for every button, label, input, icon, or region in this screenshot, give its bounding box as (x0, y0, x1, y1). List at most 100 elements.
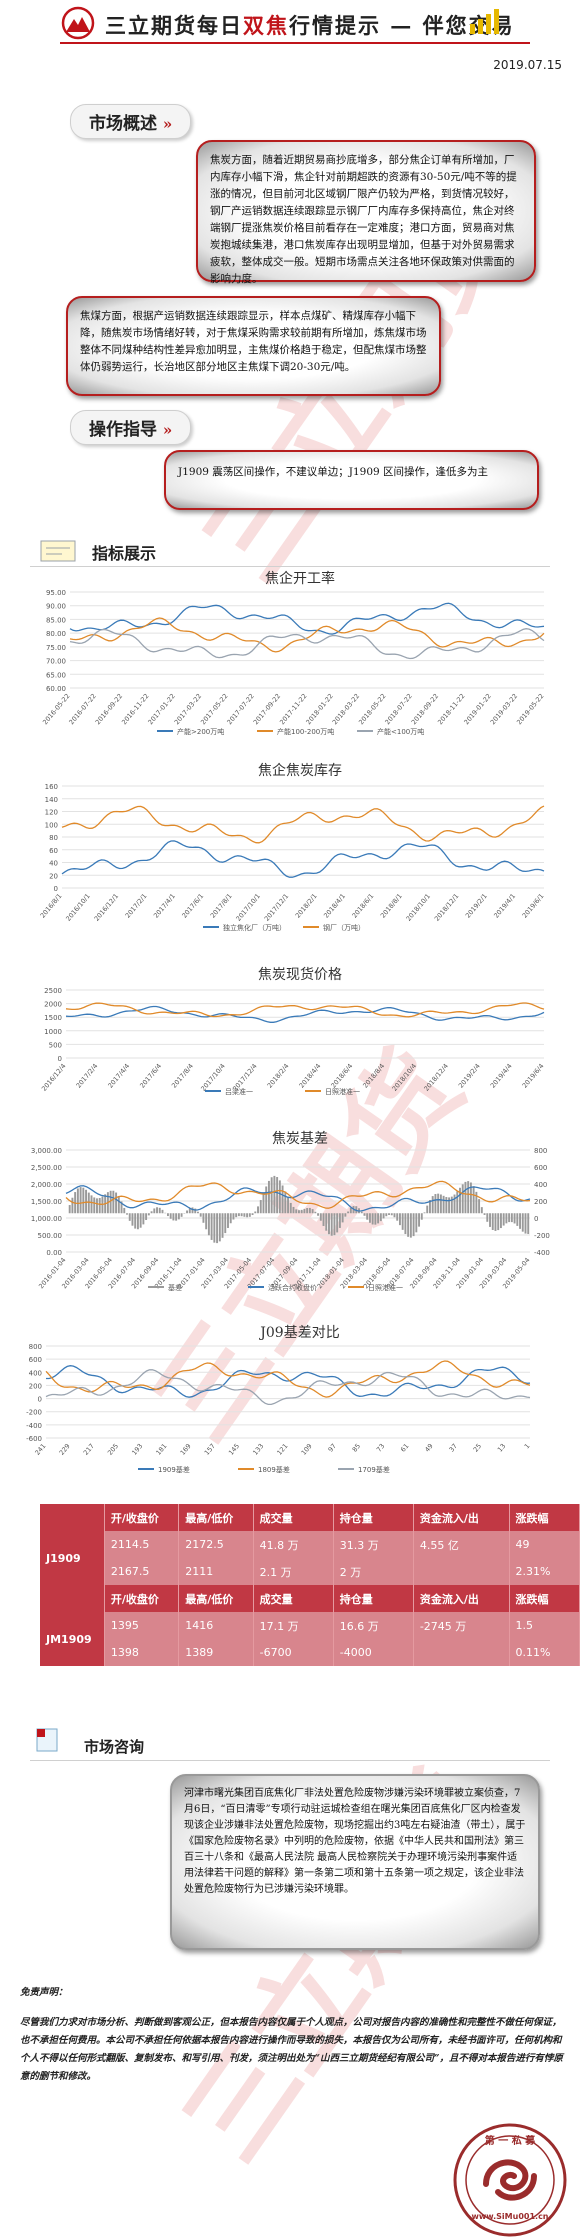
table-cell: 2172.5 (178, 1531, 254, 1558)
y-tick-label: 200 (29, 1382, 42, 1390)
legend-label: 吕梁准一 (225, 1087, 253, 1096)
basis-bar (303, 1208, 306, 1214)
legend-label: 1709基差 (358, 1465, 390, 1474)
basis-bar (516, 1213, 519, 1226)
basis-bar (393, 1213, 396, 1218)
x-tick-label: 2017/12/1 (263, 892, 291, 923)
basis-bar (491, 1213, 494, 1230)
basis-bar (521, 1213, 524, 1232)
y-tick-label: 160 (45, 783, 58, 791)
indicators-heading: 指标展示 (92, 544, 157, 563)
simu-seal-logo (453, 2123, 567, 2237)
y2-tick-label: -400 (534, 1249, 550, 1257)
consult-rule (30, 1760, 550, 1761)
table-cell: 31.3 万 (333, 1531, 414, 1558)
basis-bar (461, 1184, 464, 1214)
table-cell (413, 1558, 510, 1585)
table-cell: 16.6 万 (333, 1612, 414, 1639)
x-tick-label: 2019/6/4 (521, 1062, 546, 1090)
basis-bar (186, 1210, 189, 1214)
table-corner-cell (40, 1504, 105, 1531)
x-tick-label: 1 (523, 1442, 532, 1450)
y-tick-label: 400 (29, 1369, 42, 1377)
table-cell (413, 1639, 510, 1666)
table-row: 2167.5 2111 2.1 万 2 万 2.31% (40, 1558, 580, 1585)
basis-bar (467, 1181, 470, 1214)
x-tick-label: 2019/2/1 (464, 892, 489, 920)
market-overview-heading: 市场概述 » (70, 104, 192, 139)
y-tick-label: 60 (49, 847, 58, 855)
basis-bar (96, 1198, 98, 1214)
coal-analysis-text: 焦煤方面，根据产运销数据连续跟踪显示，样本点煤矿、精煤库存小幅下降，随焦炭市场情… (80, 310, 427, 373)
basis-bar (273, 1175, 276, 1214)
table-header-cell: 成交量 (253, 1504, 334, 1531)
bar-chart-icon (470, 9, 499, 34)
y-tick-label: 80 (49, 834, 58, 842)
series-line (65, 1005, 545, 1023)
legend-label: 基差 (168, 1283, 182, 1292)
basis-bar (172, 1213, 175, 1221)
basis-bar (68, 1205, 71, 1214)
basis-bar (295, 1209, 298, 1214)
seal-top-text: 第 一 私 募 (484, 2136, 536, 2147)
basis-bar (371, 1213, 374, 1225)
basis-bar (221, 1213, 224, 1238)
basis-bar (216, 1213, 219, 1244)
series-line (65, 1002, 545, 1018)
x-tick-label: 2019/2/4 (457, 1062, 482, 1090)
basis-bar (300, 1209, 303, 1214)
x-tick-label: 145 (227, 1442, 241, 1457)
basis-bar (423, 1212, 426, 1214)
basis-bar (262, 1193, 265, 1214)
table-header-cell: 涨跌幅 (509, 1504, 580, 1531)
legend-label: 1809基差 (258, 1465, 290, 1474)
basis-bar (497, 1213, 500, 1231)
chevron-right-icon: » (162, 421, 173, 439)
basis-bar (368, 1213, 371, 1223)
basis-bar (153, 1208, 156, 1214)
basis-bar (472, 1186, 475, 1214)
x-tick-label: 217 (82, 1442, 96, 1457)
basis-bar (237, 1213, 240, 1217)
indicators-rule (30, 566, 550, 567)
legend-label: 日照港准一 (325, 1087, 360, 1096)
report-date: 2019.07.15 (493, 58, 562, 72)
seal-bottom-text: www.SiMu001.cn (471, 2212, 549, 2221)
basis-bar (510, 1213, 513, 1223)
basis-bar (374, 1213, 377, 1225)
basis-bar (486, 1213, 489, 1222)
x-tick-label: 2017/2/4 (74, 1062, 99, 1090)
basis-bar (169, 1213, 172, 1219)
basis-bar (246, 1213, 249, 1218)
basis-bar (478, 1199, 481, 1214)
series-line (65, 1185, 531, 1212)
basis-bar (349, 1207, 352, 1214)
x-tick-label: 2018/6/4 (329, 1062, 354, 1090)
y2-tick-label: 600 (534, 1164, 547, 1172)
basis-bar (90, 1195, 93, 1214)
legend-label: 产能<100万吨 (377, 727, 424, 736)
basis-bar (166, 1213, 169, 1217)
basis-bar (139, 1213, 142, 1228)
basis-bar (311, 1209, 314, 1214)
y-tick-label: 0 (54, 885, 58, 893)
y-tick-label: 100 (45, 821, 58, 829)
y2-tick-label: 400 (534, 1181, 547, 1189)
table-cell: 4.55 亿 (413, 1531, 510, 1558)
basis-bar (344, 1213, 347, 1217)
y-tick-label: 40 (49, 860, 58, 868)
y-tick-label: 500.00 (38, 1232, 63, 1240)
basis-bar (489, 1213, 491, 1227)
basis-bar (459, 1187, 461, 1214)
table-cell: 17.1 万 (253, 1612, 334, 1639)
y-tick-label: 3,000.00 (31, 1147, 62, 1155)
basis-bar (270, 1177, 273, 1214)
basis-bar (464, 1181, 467, 1214)
basis-bar (115, 1192, 118, 1214)
basis-bar (456, 1191, 459, 1214)
basis-bar (382, 1213, 385, 1219)
table-cell: -2745 万 (413, 1612, 510, 1639)
x-tick-label: 2016/12/4 (40, 1062, 68, 1093)
